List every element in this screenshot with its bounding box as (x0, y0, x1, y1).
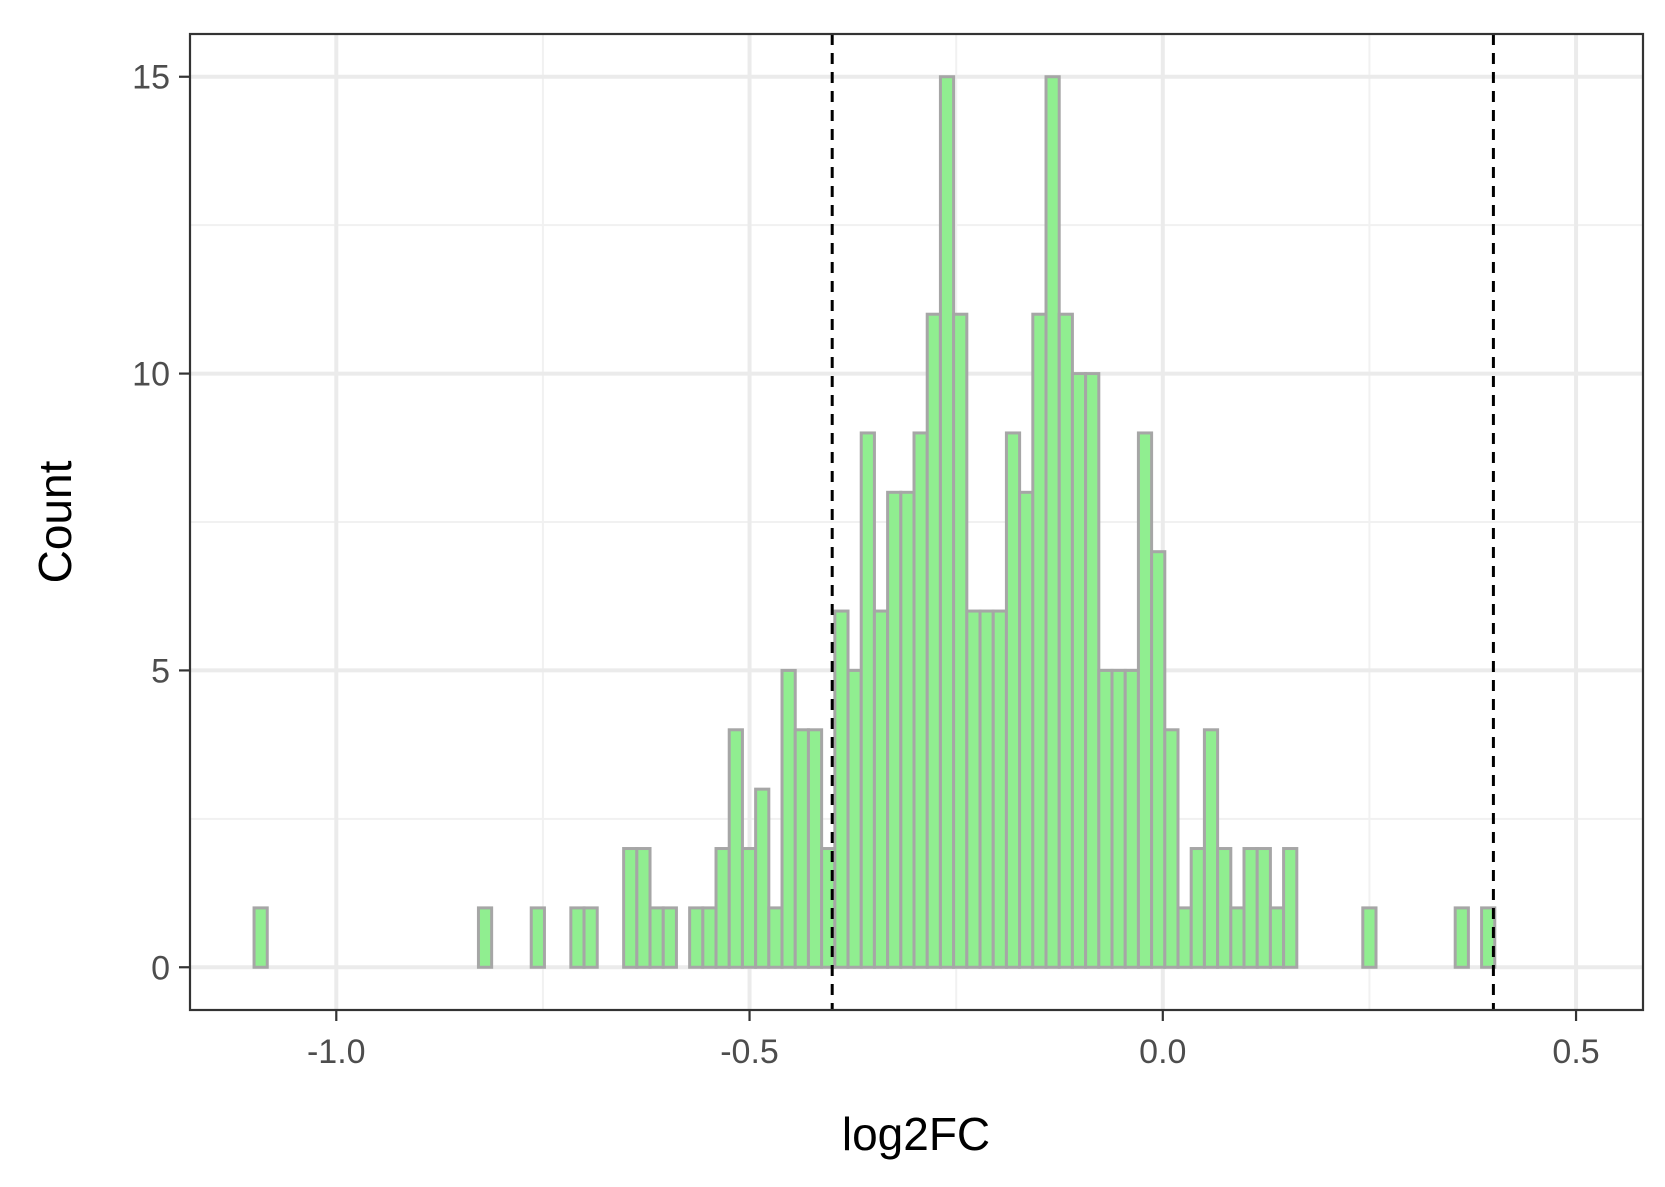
histogram-bar (1189, 847, 1206, 969)
histogram-bar (1123, 668, 1140, 969)
histogram-bar (1202, 728, 1220, 969)
histogram-bar (754, 787, 771, 969)
histogram-bar (1216, 847, 1233, 969)
histogram-bars (252, 75, 1497, 969)
histogram-bar (714, 847, 731, 969)
histogram-bar (978, 609, 995, 969)
histogram-bar (635, 847, 652, 969)
histogram-bar (846, 668, 863, 969)
histogram-bar (661, 906, 678, 969)
histogram-bar (886, 490, 903, 969)
histogram-bar (872, 609, 890, 969)
histogram-bar (582, 906, 599, 969)
y-tick-label: 0 (151, 949, 170, 987)
histogram-bar (1242, 847, 1259, 969)
histogram-bar (1176, 906, 1193, 969)
histogram-bar (1255, 847, 1272, 969)
histogram-bar (1453, 906, 1470, 969)
histogram-bar (1031, 312, 1048, 969)
y-tick-label: 10 (132, 356, 170, 394)
histogram-bar (780, 668, 797, 969)
histogram-bar (1097, 668, 1114, 969)
histogram-bar (806, 728, 824, 969)
histogram-bar (1070, 372, 1088, 969)
histogram-bar (767, 906, 784, 969)
histogram-bar (476, 906, 494, 969)
x-tick-label: -1.0 (307, 1033, 366, 1071)
histogram-bar (252, 906, 269, 969)
x-axis-title: log2FC (842, 1108, 990, 1160)
histogram-bar (1004, 431, 1022, 969)
histogram-bar (965, 609, 982, 969)
y-axis-title: Count (29, 460, 81, 583)
x-tick-label: 0.0 (1139, 1033, 1186, 1071)
reference-lines (830, 34, 1495, 1010)
histogram-bar (991, 609, 1008, 969)
plot-panel-border (188, 32, 1645, 1012)
histogram-bar (1136, 431, 1154, 969)
histogram-bar (859, 431, 876, 969)
histogram-bar (622, 847, 639, 969)
histogram-bar (912, 431, 929, 969)
y-tick-label: 15 (132, 59, 170, 97)
histogram-bar (925, 312, 942, 969)
histogram-bar (1044, 75, 1061, 969)
histogram-bar (1018, 490, 1035, 969)
histogram-bar (740, 847, 758, 969)
histogram-bar (952, 312, 969, 969)
histogram-bar (1084, 372, 1101, 969)
histogram-bar (1229, 906, 1246, 969)
histogram-bar (1361, 906, 1378, 969)
histogram-bar (1110, 668, 1127, 969)
histogram-bar (701, 906, 718, 969)
histogram-bar (648, 906, 665, 969)
y-tick-label: 5 (151, 652, 170, 690)
histogram-bar (793, 728, 810, 969)
histogram-bar (899, 490, 916, 969)
histogram-bar (1150, 550, 1167, 969)
histogram-bar (529, 906, 546, 969)
histogram-bar (833, 609, 850, 969)
x-axis: -1.0 -0.5 0.0 0.5 (307, 1010, 1600, 1071)
histogram-bar (1268, 906, 1286, 969)
x-tick-label: -0.5 (720, 1033, 779, 1071)
histogram-bar (1163, 728, 1180, 969)
histogram-bar (569, 906, 586, 969)
x-tick-label: 0.5 (1552, 1033, 1599, 1071)
histogram-bar (688, 906, 705, 969)
histogram-bar (938, 75, 956, 969)
histogram-bar (1057, 312, 1074, 969)
y-axis: 0 5 10 15 (132, 59, 190, 987)
histogram-bar (727, 728, 744, 969)
histogram-bar (1282, 847, 1299, 969)
